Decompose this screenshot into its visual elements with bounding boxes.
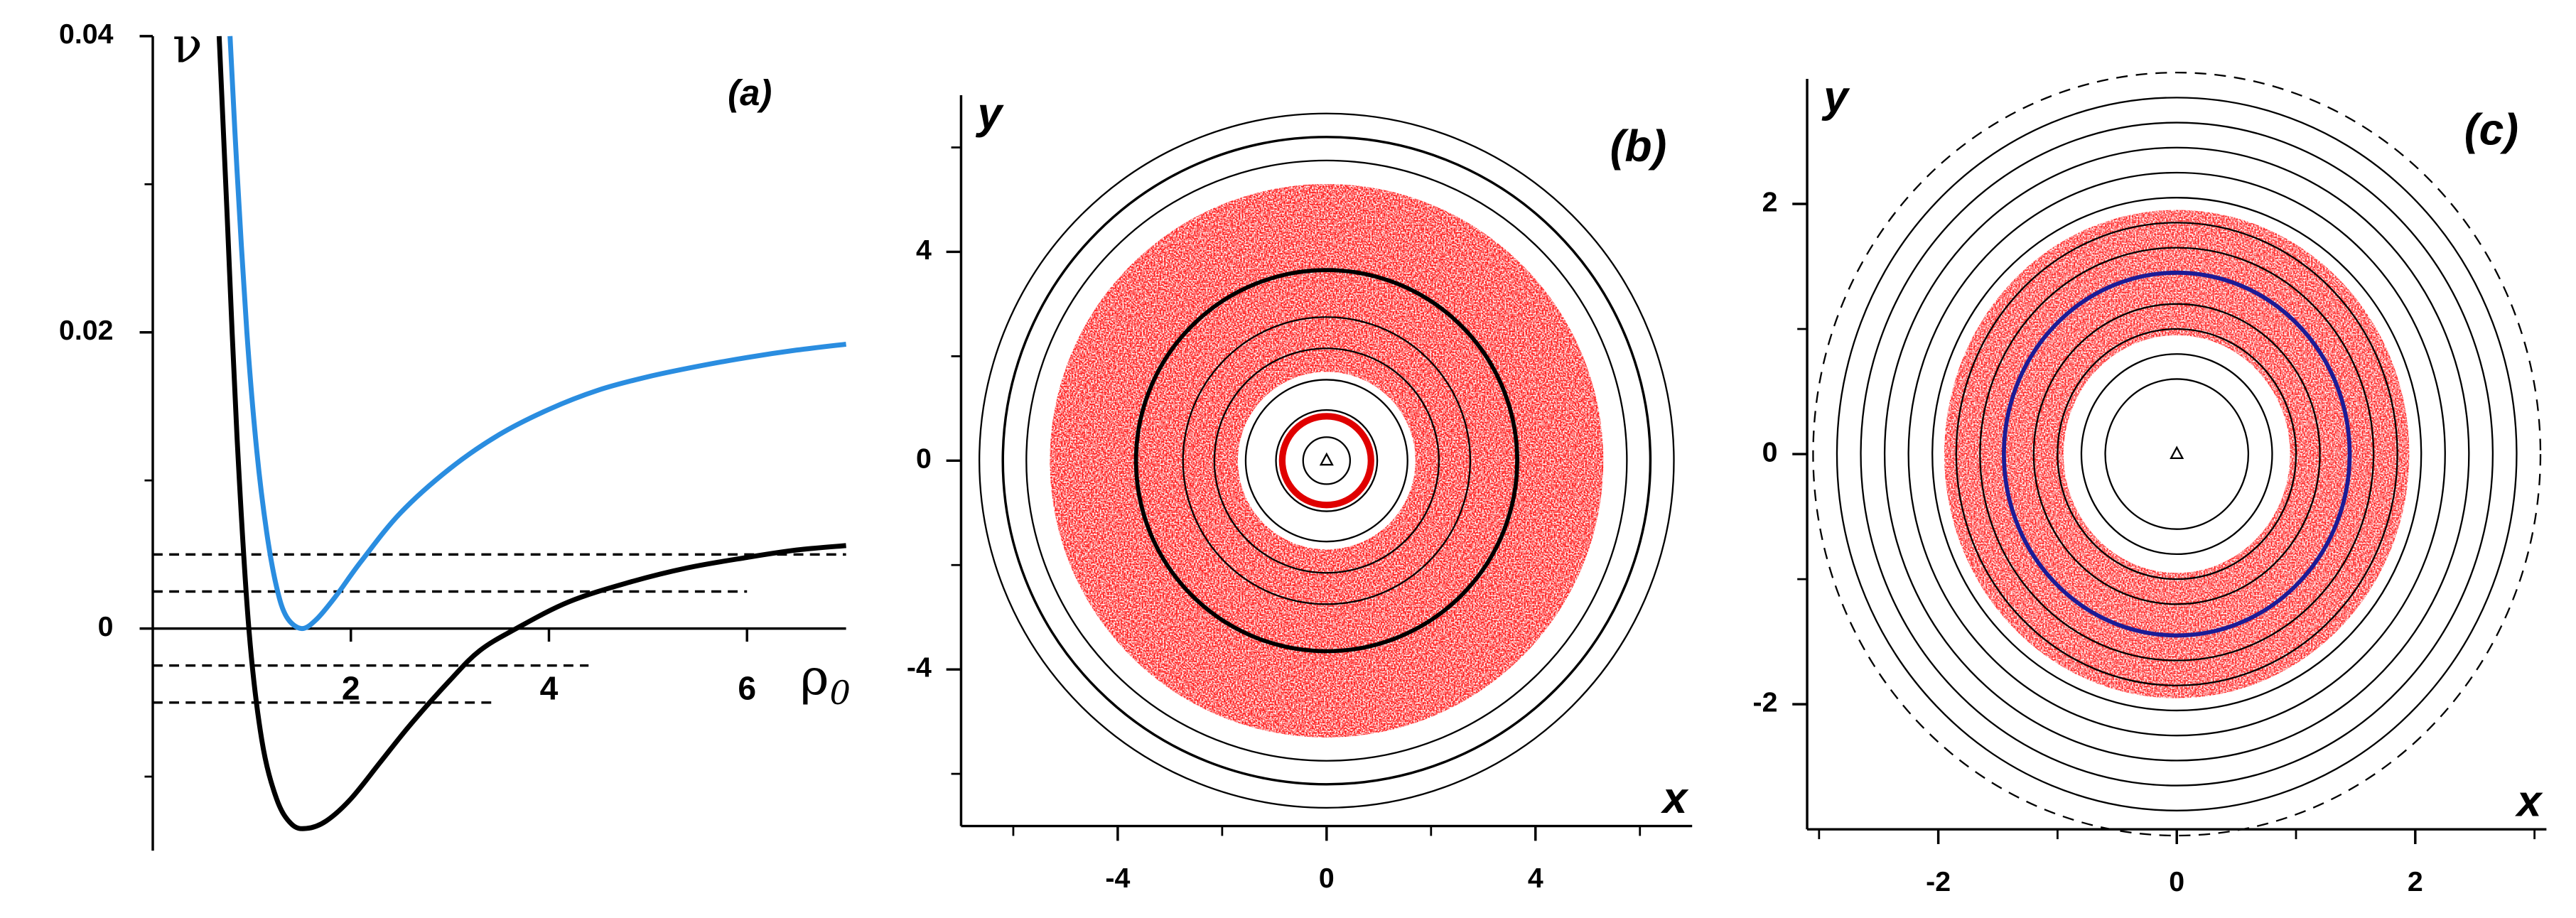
invariant-circle bbox=[2080, 353, 2273, 556]
y-tick-label: 0 bbox=[98, 611, 114, 642]
x-tick-label: 2 bbox=[342, 670, 360, 707]
invariant-circle bbox=[1001, 136, 1652, 786]
invariant-circle bbox=[1275, 409, 1379, 512]
invariant-circle bbox=[1182, 316, 1472, 605]
invariant-circle bbox=[1907, 171, 2446, 737]
y-axis-label: y bbox=[976, 89, 1005, 138]
chaotic-region bbox=[1944, 210, 2410, 698]
panel-label: (a) bbox=[728, 72, 772, 113]
y-tick-label: 0 bbox=[916, 443, 932, 475]
center-marker bbox=[2170, 446, 2184, 459]
panel-label: (c) bbox=[2464, 105, 2518, 154]
x-tick-label: 0 bbox=[2169, 866, 2184, 897]
x-axis-label: ρ bbox=[800, 649, 829, 706]
invariant-circle bbox=[1213, 347, 1440, 574]
invariant-circle bbox=[2032, 303, 2321, 605]
x-axis-label-subscript: 0 bbox=[829, 674, 850, 712]
x-axis-label: x bbox=[2515, 777, 2543, 826]
invariant-circle bbox=[2104, 378, 2250, 530]
invariant-circle bbox=[1883, 146, 2470, 762]
x-tick-label: 0 bbox=[1319, 863, 1335, 894]
invariant-circle bbox=[1244, 379, 1408, 543]
x-tick-label: -2 bbox=[1926, 866, 1951, 897]
invariant-circle bbox=[1931, 197, 2423, 712]
series-line bbox=[227, 36, 847, 632]
y-axis-label: ν bbox=[173, 17, 203, 74]
x-tick-label: 4 bbox=[540, 670, 559, 707]
y-tick-label: 0.04 bbox=[59, 18, 114, 50]
y-tick-label: 0 bbox=[1762, 436, 1778, 468]
invariant-circle bbox=[1278, 413, 1374, 509]
invariant-circle bbox=[1860, 122, 2494, 787]
y-tick-label: 2 bbox=[1762, 186, 1778, 217]
x-axis-label: x bbox=[1661, 774, 1689, 823]
y-tick-label: -2 bbox=[1752, 687, 1777, 718]
y-axis-label: y bbox=[1821, 72, 1850, 122]
invariant-circle bbox=[1133, 268, 1519, 654]
y-tick-label: 4 bbox=[916, 234, 932, 266]
invariant-circle bbox=[1979, 247, 2375, 662]
invariant-circle bbox=[1836, 97, 2518, 811]
invariant-circle bbox=[1812, 71, 2542, 837]
y-tick-label: 0.02 bbox=[59, 315, 113, 346]
x-tick-label: -4 bbox=[1105, 863, 1130, 894]
invariant-circle bbox=[1302, 436, 1352, 485]
invariant-circle bbox=[2002, 270, 2352, 638]
invariant-circle bbox=[1025, 159, 1628, 762]
x-tick-label: 6 bbox=[738, 670, 756, 707]
series-line bbox=[216, 36, 846, 831]
chaotic-region bbox=[1050, 183, 1604, 738]
x-tick-label: 4 bbox=[1528, 863, 1543, 894]
invariant-circle bbox=[1955, 222, 2398, 686]
center-marker bbox=[1319, 452, 1334, 466]
x-tick-label: 2 bbox=[2408, 866, 2423, 897]
invariant-circle bbox=[2057, 328, 2297, 580]
panel-label: (b) bbox=[1610, 122, 1667, 171]
invariant-circle bbox=[979, 112, 1675, 809]
y-tick-label: -4 bbox=[907, 652, 932, 684]
